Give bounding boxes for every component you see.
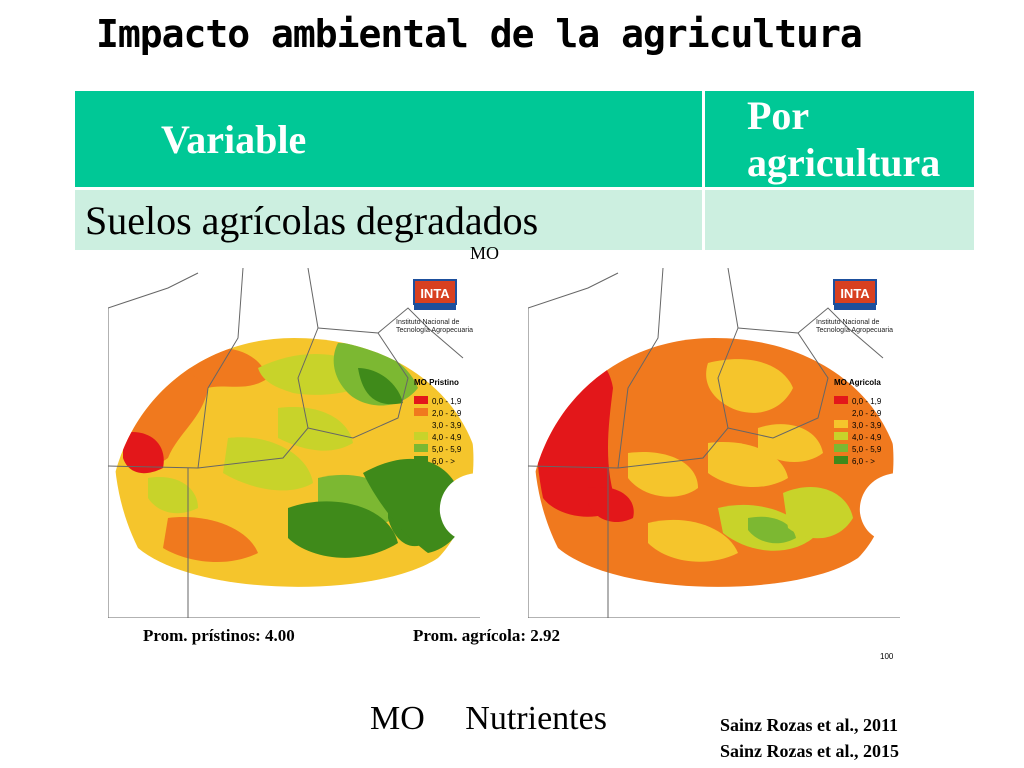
cell-por-agricultura (702, 187, 977, 253)
province-borders (528, 268, 900, 618)
inta-logo (833, 279, 877, 310)
legend-label: 3,0 - 3,9 (852, 421, 882, 430)
legend-label: 2,0 - 2,9 (852, 409, 882, 418)
inta-logo-text: INTA (840, 286, 870, 301)
legend-label: 5,0 - 5,9 (852, 445, 882, 454)
reference-2011: Sainz Rozas et al., 2011 (720, 715, 898, 735)
legend-swatch (414, 444, 428, 452)
legend-label: 6,0 - > (432, 457, 455, 466)
institute-line-1: Instituto Nacional de (816, 319, 880, 326)
inta-logo-text: INTA (420, 286, 450, 301)
legend-swatch (414, 396, 428, 404)
bay-shape (859, 473, 900, 543)
agricultural-average: Prom. agrícola: 2.92 (413, 626, 560, 645)
topic-nutrientes: Nutrientes (465, 700, 607, 737)
reference-2015: Sainz Rozas et al., 2015 (720, 741, 899, 761)
legend-label: 0,0 - 1,9 (852, 397, 882, 406)
legend-label: 4,0 - 4,9 (852, 433, 882, 442)
header-variable: Variable (72, 88, 705, 190)
variables-table: Variable Por agricultura Suelos agrícola… (72, 88, 977, 253)
bay-shape (439, 473, 480, 543)
legend-label: 4,0 - 4,9 (432, 433, 462, 442)
legend-label: 3,0 - 3,9 (432, 421, 462, 430)
references: Sainz Rozas et al., 2011 Sainz Rozas et … (720, 712, 899, 764)
legend-swatch (834, 420, 848, 428)
institute-line-2: Tecnología Agropecuaria (816, 327, 893, 334)
maps-bottom-band (108, 618, 900, 666)
province-borders (108, 268, 480, 618)
mo-caption: MO (470, 243, 500, 263)
legend-swatch (834, 408, 848, 416)
bottom-topics: MO Nutrientes (370, 700, 639, 738)
legend-entries: 0,0 - 1,9 2,0 - 2,9 3,0 - 3,9 4,0 - 4,9 5,0 … (834, 396, 882, 466)
legend-label: 5,0 - 5,9 (432, 445, 462, 454)
table-header-row: Variable Por agricultura (72, 88, 977, 190)
legend-swatch (414, 432, 428, 440)
legend-swatch (414, 408, 428, 416)
map-agricultural-graphic: INTA Instituto Nacional de Tecnología Ag… (528, 268, 900, 618)
legend-swatch (414, 420, 428, 428)
legend-entries: 0,0 - 1,9 2,0 - 2,9 3,0 - 3,9 4,0 - 4,9 5,0 … (414, 396, 462, 466)
topic-mo: MO (370, 700, 425, 737)
legend-label: 0,0 - 1,9 (432, 397, 462, 406)
table-row: Suelos agrícolas degradados (72, 187, 977, 253)
institute-line-1: Instituto Nacional de (396, 319, 460, 326)
legend-swatch (834, 456, 848, 464)
legend-label: 2,0 - 2,9 (432, 409, 462, 418)
institute-line-2: Tecnología Agropecuaria (396, 327, 473, 334)
legend-swatch (834, 444, 848, 452)
legend-swatch (834, 396, 848, 404)
map-agricultural: INTA Instituto Nacional de Tecnología Ag… (528, 268, 900, 618)
legend-label: 6,0 - > (852, 457, 875, 466)
header-por-agricultura: Por agricultura (702, 88, 977, 190)
map-pristine-graphic: INTA Instituto Nacional de Tecnología Ag… (108, 268, 480, 618)
legend-title: MO Pristino (414, 378, 459, 387)
legend-title: MO Agricola (834, 378, 881, 387)
map-pristine: INTA Instituto Nacional de Tecnología Ag… (108, 268, 480, 618)
scale-mark: 100 (880, 652, 894, 661)
pristine-average: Prom. prístinos: 4.00 (143, 626, 295, 645)
slide-title: Impacto ambiental de la agricultura (96, 12, 863, 56)
cell-variable: Suelos agrícolas degradados (72, 187, 705, 253)
legend-swatch (414, 456, 428, 464)
legend-swatch (834, 432, 848, 440)
inta-logo (413, 279, 457, 310)
